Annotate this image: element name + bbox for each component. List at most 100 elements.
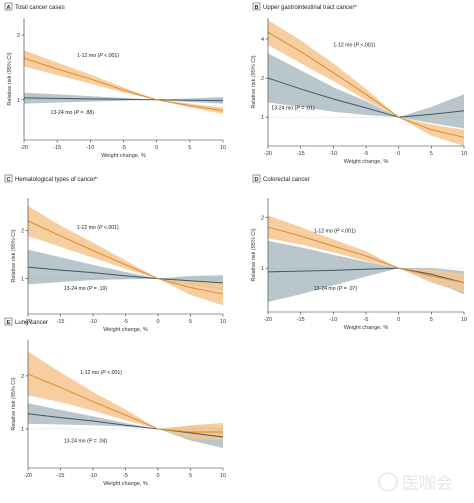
- ci-band-1-12mo: [28, 206, 223, 306]
- x-tick-label: -10: [86, 145, 94, 151]
- x-tick-label: 0: [156, 473, 159, 479]
- watermark-logo-icon: [378, 472, 398, 492]
- annotation-p-value: = .01): [300, 105, 315, 111]
- x-tick-label: -10: [329, 317, 337, 323]
- ci-band-1-12mo: [268, 215, 464, 293]
- x-tick-label: -15: [57, 319, 65, 325]
- x-tick-label: 0: [397, 317, 400, 323]
- annotation-p-symbol: P: [99, 53, 103, 59]
- ci-band-1-12mo: [268, 19, 464, 147]
- chart-panel-e: E Lung cancer -20 -15 -10 -5 0 5 10 1 2 Weight chan…: [4, 317, 226, 487]
- annotation-p-symbol: P: [99, 225, 103, 231]
- x-tick-label: -20: [20, 145, 28, 151]
- series-annotation-13-24mo: 13-24 mo (P = .04): [64, 438, 108, 444]
- y-tick-label: 1: [17, 98, 20, 104]
- chart-panel-b: B Upper gastrointestinal tract cancera -20…: [251, 2, 467, 165]
- panel-title: Total cancer cases: [15, 5, 65, 11]
- panel-title-text: Hematological types of cancer: [15, 177, 95, 183]
- x-tick-label: 5: [430, 151, 433, 157]
- annotation-p-value: <.001): [102, 225, 119, 231]
- y-axis-title: Relative risk (95% CI): [251, 55, 257, 108]
- chart-panel-a: A Total cancer cases -20 -15 -10 -5 0 5 10 1 2 Weig…: [4, 2, 226, 159]
- series-annotation-13-24mo: 13-24 mo (P = .19): [64, 286, 108, 292]
- panel-letter: B: [255, 5, 259, 11]
- watermark: 医咖会: [378, 472, 453, 493]
- series-line-1-12mo: [27, 373, 223, 433]
- x-tick-label: 5: [189, 319, 192, 325]
- annotation-label-prefix: 13-24 mo (: [64, 438, 89, 444]
- panel-title: Colorectal cancer: [263, 177, 310, 183]
- panel-title-text: Upper gastrointestinal tract cancer: [263, 5, 354, 11]
- x-axis-title: Weight change, %: [103, 327, 148, 333]
- annotation-p-value: <.001): [106, 370, 123, 376]
- x-tick-label: 5: [189, 473, 192, 479]
- y-tick-label: 1: [261, 266, 264, 272]
- annotation-p-symbol: P: [89, 438, 93, 444]
- series-line-13-24mo: [267, 77, 465, 118]
- annotation-p-symbol: P: [76, 110, 80, 116]
- series-line-1-12mo: [23, 57, 224, 112]
- x-tick-label: -5: [123, 319, 128, 325]
- panel-letter-box: [4, 174, 13, 183]
- panel-title-text: Lung cancer: [15, 320, 48, 326]
- x-axis-title: Weight change, %: [103, 481, 148, 487]
- x-tick-label: 10: [220, 145, 226, 151]
- x-tick-label: -20: [24, 473, 32, 479]
- series-annotation-1-12mo: 1-12 mo (P <.001): [333, 42, 375, 48]
- x-tick-label: 5: [188, 145, 191, 151]
- x-tick-label: -10: [89, 473, 97, 479]
- annotation-p-value: = .88): [79, 110, 94, 116]
- x-tick-label: -15: [297, 151, 305, 157]
- annotation-p-value: <.001): [359, 42, 376, 48]
- y-tick-label: 1: [261, 115, 264, 121]
- x-tick-label: -20: [264, 151, 272, 157]
- series-line-1-12mo: [27, 220, 224, 295]
- series-annotation-1-12mo: 1-12 mo (P <.001): [80, 370, 122, 376]
- y-axis-title: Relative risk (95% CI): [11, 377, 17, 430]
- annotation-p-value: <.001): [103, 53, 120, 59]
- x-tick-label: -20: [264, 317, 272, 323]
- x-tick-label: -5: [364, 151, 369, 157]
- x-tick-label: -5: [364, 317, 369, 323]
- x-tick-label: 0: [397, 151, 400, 157]
- x-tick-label: 5: [430, 317, 433, 323]
- series-line-13-24mo: [27, 413, 224, 438]
- x-tick-label: -15: [53, 145, 61, 151]
- series-line-13-24mo: [267, 267, 465, 284]
- annotation-p-symbol: P: [336, 229, 340, 235]
- y-tick-label: 1: [21, 277, 24, 283]
- x-axis-title: Weight change, %: [344, 325, 389, 331]
- x-tick-label: 0: [156, 319, 159, 325]
- panel-letter: C: [7, 177, 11, 183]
- y-axis-title: Relative risk (95% CI): [11, 229, 17, 282]
- watermark-text: 医咖会: [402, 474, 453, 493]
- y-tick-label: 1: [21, 427, 24, 433]
- series-annotation-1-12mo: 1-12 mo (P <.001): [77, 53, 119, 59]
- panel-title-text: Total cancer cases: [15, 5, 65, 11]
- panel-letter-box: [252, 2, 261, 11]
- ci-band-1-12mo: [28, 351, 223, 441]
- series-annotation-1-12mo: 1-12 mo (P <.001): [314, 229, 356, 235]
- panel-title-text: Colorectal cancer: [263, 177, 310, 183]
- annotation-label-prefix: 13-24 mo (: [271, 105, 296, 111]
- y-axis-title: Relative risk (95% CI): [251, 228, 257, 281]
- x-axis-title: Weight change, %: [101, 153, 146, 159]
- x-tick-label: 10: [220, 473, 226, 479]
- annotation-p-symbol: P: [102, 370, 106, 376]
- footnote-mark: a: [354, 3, 357, 8]
- annotation-p-symbol: P: [356, 42, 360, 48]
- panel-title: Upper gastrointestinal tract cancera: [263, 3, 357, 11]
- series-line-1-12mo: [267, 31, 465, 138]
- series-line-13-24mo: [23, 97, 224, 102]
- annotation-label-prefix: 1-12 mo (: [77, 225, 99, 231]
- y-tick-label: 2: [21, 374, 24, 380]
- x-tick-label: -10: [329, 151, 337, 157]
- x-tick-label: -15: [57, 473, 65, 479]
- series-annotation-13-24mo: 13-24 mo (P = .01): [271, 105, 315, 111]
- panel-letter: E: [7, 320, 11, 326]
- x-tick-label: -5: [123, 473, 128, 479]
- ci-band-1-12mo: [24, 50, 223, 114]
- series-line-13-24mo: [27, 266, 224, 284]
- x-tick-label: 10: [461, 151, 467, 157]
